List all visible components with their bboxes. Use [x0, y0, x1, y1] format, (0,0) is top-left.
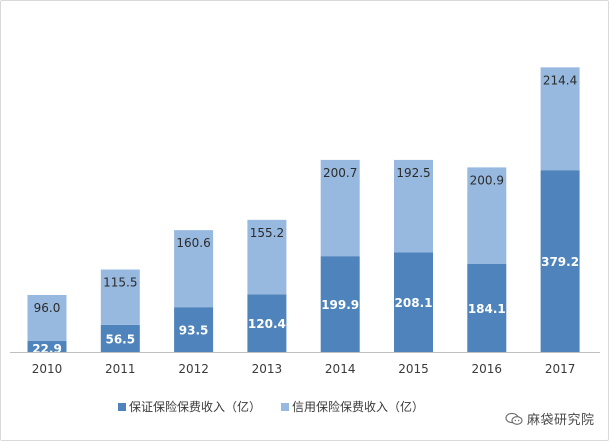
x-tick-label-2014: 2014	[325, 362, 356, 376]
legend-swatch-1	[281, 403, 289, 411]
data-label-credit-2013: 155.2	[250, 226, 284, 240]
data-label-guarantee-2014: 199.9	[321, 298, 359, 312]
data-label-guarantee-2011: 56.5	[105, 332, 135, 346]
bar-segment-credit-2012	[174, 230, 214, 308]
x-tick-label-2011: 2011	[105, 362, 136, 376]
bar-segment-credit-2017	[540, 67, 580, 171]
x-tick-label-2017: 2017	[545, 362, 576, 376]
x-tick-label-2015: 2015	[398, 362, 429, 376]
data-label-guarantee-2010: 22.9	[32, 342, 62, 356]
data-label-credit-2015: 192.5	[396, 166, 430, 180]
legend-swatch-0	[118, 403, 126, 411]
bar-segment-credit-2015	[394, 159, 433, 253]
bar-segment-guarantee-2013	[247, 294, 287, 352]
bar-segment-guarantee-2011	[100, 324, 140, 352]
data-label-credit-2011: 115.5	[103, 276, 137, 290]
data-label-credit-2010: 96.0	[34, 301, 61, 315]
bar-segment-credit-2016	[467, 167, 507, 264]
data-label-guarantee-2016: 184.1	[468, 302, 506, 316]
bar-segment-credit-2013	[247, 219, 287, 295]
data-label-credit-2012: 160.6	[176, 236, 210, 250]
bar-segment-guarantee-2012	[174, 307, 214, 352]
legend-label-1: 信用保险保费收入（亿）	[292, 399, 424, 414]
bar-segment-guarantee-2010	[27, 341, 67, 352]
data-label-guarantee-2015: 208.1	[395, 296, 433, 310]
bar-segment-guarantee-2015	[394, 252, 433, 352]
data-label-credit-2014: 200.7	[323, 166, 357, 180]
x-tick-label-2010: 2010	[32, 362, 63, 376]
chat-bubbles-icon	[505, 412, 523, 425]
x-tick-label-2013: 2013	[252, 362, 283, 376]
watermark: 麻袋研究院	[505, 409, 595, 428]
bar-segment-credit-2014	[320, 159, 360, 257]
bar-segment-guarantee-2016	[467, 263, 507, 352]
data-label-guarantee-2012: 93.5	[179, 324, 209, 338]
data-label-credit-2017: 214.4	[543, 73, 577, 87]
data-label-guarantee-2013: 120.4	[248, 317, 286, 331]
data-label-credit-2016: 200.9	[470, 173, 504, 187]
legend-label-0: 保证保险保费收入（亿）	[129, 399, 261, 414]
bar-segment-credit-2010	[27, 294, 67, 342]
data-label-guarantee-2017: 379.2	[541, 255, 579, 269]
bar-segment-credit-2011	[100, 269, 140, 325]
bar-segment-guarantee-2014	[320, 256, 360, 352]
watermark-text: 麻袋研究院	[527, 413, 595, 428]
bar-segment-guarantee-2017	[540, 170, 580, 352]
x-tick-label-2012: 2012	[178, 362, 209, 376]
x-tick-label-2016: 2016	[472, 362, 503, 376]
